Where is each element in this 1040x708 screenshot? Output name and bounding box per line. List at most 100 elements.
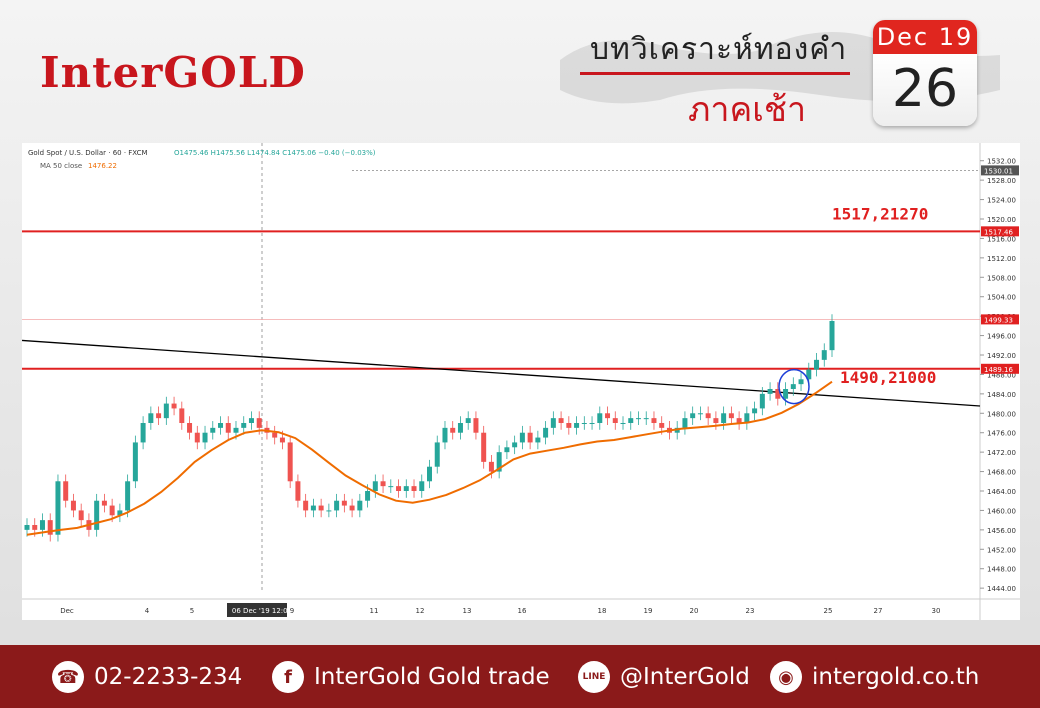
candle-body [535,437,541,443]
y-tick-label: 1444.00 [987,585,1016,593]
x-tick-label: 25 [824,607,833,615]
candle-body [32,525,38,530]
website-url: intergold.co.th [812,664,980,690]
candle-body [419,481,425,491]
y-tick-label: 1456.00 [987,527,1016,535]
candle-body [148,413,154,423]
candle-body [94,500,100,530]
candle-body [303,500,309,511]
candle-body [403,486,409,491]
candle-body [752,408,758,414]
candle-body [504,447,510,453]
footer-line[interactable]: LINE @InterGold [578,659,750,695]
candle-body [783,389,789,399]
candle-body [194,432,200,443]
price-tag-label: 1499.33 [984,316,1013,324]
y-tick-label: 1492.00 [987,352,1016,360]
candle-body [365,491,371,501]
candle-body [728,413,734,419]
candle-body [721,413,727,423]
candle-body [117,510,123,516]
price-tag [981,314,1019,325]
annotation-circle [778,368,810,405]
price-chart: 1532.00 1528.00 1524.00 1520.00 1516.00 1512.… [21,143,1020,620]
indicator-value: 1476.22 [88,162,117,170]
level-label: 1517,21270 [832,204,928,223]
x-tick-label: 13 [463,607,472,615]
candle-body [156,413,162,419]
candle-body [798,379,804,385]
candle-body [39,520,45,530]
candle-body [651,418,657,423]
candle-body [767,389,773,394]
candle-body [829,321,835,351]
y-tick-label: 1520.00 [987,216,1016,224]
candle-body [125,481,131,511]
y-tick-label: 1528.00 [987,177,1016,185]
candle-body [287,442,293,482]
y-tick-label: 1460.00 [987,507,1016,515]
candle-body [109,505,115,516]
x-tick-label: 18 [598,607,607,615]
candle-body [372,481,378,491]
crosshair-time-box [227,603,287,617]
y-tick-label: 1476.00 [987,430,1016,438]
y-tick-label: 1464.00 [987,488,1016,496]
candle-body [163,403,169,419]
brand-logo: InterGOLD [40,48,306,97]
footer-facebook[interactable]: f InterGold Gold trade [272,659,550,695]
title-underline [580,72,850,75]
level-label: 1490,21000 [840,368,936,387]
candle-body [574,423,580,428]
candle-body [550,418,556,428]
page-subtitle: ภาคเช้า [688,90,807,130]
candle-body [396,486,402,491]
contact-footer: ☎ 02-2233-234 f InterGold Gold trade LIN… [0,645,1040,708]
candle-body [272,432,278,438]
x-tick-label: 27 [874,607,883,615]
candle-body [589,423,595,424]
candle-body [775,389,781,399]
calendar-icon: Dec 19 26 [873,20,977,126]
x-tick-label: 4 [145,607,150,615]
candle-body [70,500,76,511]
candle-body [488,461,494,472]
candle-body [411,486,417,491]
candle-body [171,403,177,409]
candle-body [202,432,208,443]
candle-body [628,418,634,423]
candle-body [326,510,332,512]
candle-body [736,418,742,423]
candle-body [279,437,285,443]
x-tick-label: 30 [932,607,941,615]
y-tick-label: 1504.00 [987,294,1016,302]
facebook-name: InterGold Gold trade [314,664,550,690]
y-tick-label: 1448.00 [987,566,1016,574]
y-tick-label: 1532.00 [987,158,1016,166]
price-tag-label: 1517.46 [984,228,1013,236]
footer-website[interactable]: ◉ intergold.co.th [770,659,979,695]
candle-body [295,481,301,501]
candle-body [620,423,626,424]
candle-body [806,369,812,380]
globe-icon: ◉ [770,661,802,693]
candle-body [218,423,224,428]
price-tag [981,363,1019,374]
footer-phone[interactable]: ☎ 02-2233-234 [52,659,242,695]
price-tag [981,165,1019,176]
candle-body [241,423,247,428]
chart-title: Gold Spot / U.S. Dollar · 60 · FXCM [28,149,148,157]
candle-body [473,418,479,433]
candle-body [519,432,525,443]
candle-body [341,500,347,506]
candle-body [427,466,432,482]
candle-body [790,384,796,389]
calendar-day: 26 [873,54,977,126]
x-tick-label: 11 [370,607,379,615]
candle-body [759,393,765,409]
candle-body [187,423,193,433]
candle-body [78,510,84,521]
moving-average-line [26,380,833,536]
candle-body [388,486,394,488]
x-tick-label: 9 [290,607,294,615]
